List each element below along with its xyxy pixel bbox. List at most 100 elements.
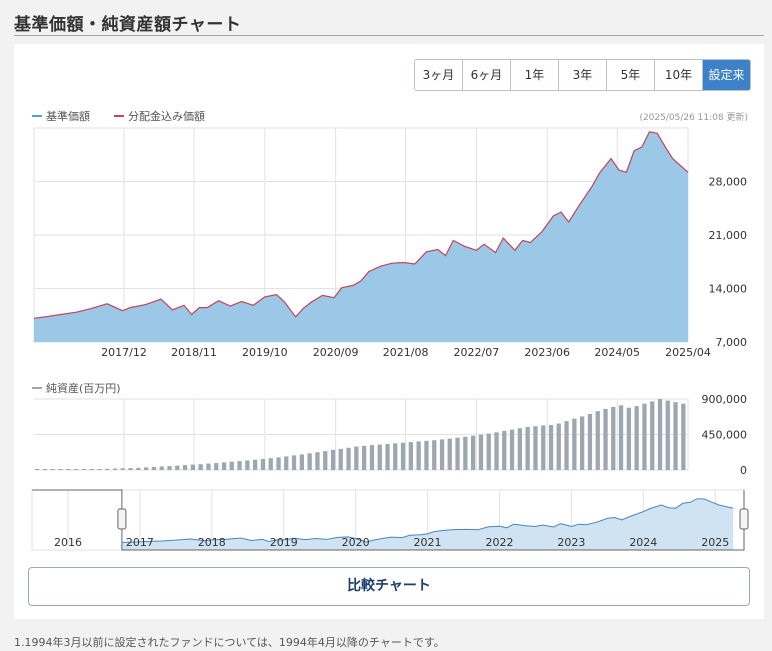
asset-bar bbox=[572, 418, 577, 470]
range-button-1[interactable]: 6ヶ月 bbox=[463, 60, 511, 90]
asset-chart-axes: 900,000 450,000 0 bbox=[702, 393, 748, 477]
asset-bar bbox=[89, 469, 94, 470]
asset-bar bbox=[494, 432, 499, 470]
asset-bar bbox=[385, 444, 390, 470]
asset-bar bbox=[206, 463, 211, 470]
asset-bar bbox=[564, 421, 569, 470]
asset-bar bbox=[42, 469, 48, 470]
asset-bar bbox=[634, 406, 639, 470]
legend-nav-label[interactable]: 基準価額 bbox=[46, 109, 90, 123]
asset-bar bbox=[486, 433, 491, 470]
asset-bar bbox=[50, 469, 55, 470]
asset-bar bbox=[681, 403, 686, 470]
asset-bar bbox=[502, 430, 507, 470]
chart-svg: 基準価額 分配金込み価額 (2025/05/26 11:08 更新) 28,00… bbox=[31, 109, 749, 551]
navigator-xtick-label: 2016 bbox=[54, 536, 82, 549]
main-xtick-label: 2023/06 bbox=[524, 346, 570, 359]
range-selector: 3ヶ月 6ヶ月 1年 3年 5年 10年 設定来 bbox=[414, 59, 751, 91]
asset-bar bbox=[330, 449, 336, 470]
main-xtick-label: 2020/09 bbox=[313, 346, 359, 359]
asset-bar bbox=[198, 464, 203, 470]
main-ytick-label: 21,000 bbox=[709, 229, 748, 242]
asset-bar bbox=[136, 467, 141, 470]
asset-bar bbox=[284, 456, 289, 470]
navigator-selection-outline bbox=[32, 489, 745, 551]
asset-chart-grid bbox=[34, 398, 689, 471]
asset-bar bbox=[595, 411, 600, 470]
asset-ytick-label: 450,000 bbox=[702, 429, 748, 442]
asset-bar bbox=[182, 465, 188, 470]
asset-bar bbox=[400, 442, 406, 470]
asset-bar bbox=[315, 452, 320, 470]
range-button-2[interactable]: 1年 bbox=[511, 60, 559, 90]
navigator-plot[interactable] bbox=[32, 489, 749, 551]
asset-bar bbox=[393, 443, 398, 470]
asset-bar bbox=[268, 458, 273, 470]
asset-bar bbox=[81, 469, 86, 470]
updated-timestamp: (2025/05/26 11:08 更新) bbox=[639, 111, 748, 123]
asset-bar bbox=[580, 416, 585, 470]
asset-bar bbox=[673, 402, 678, 470]
navigator-xtick-label: 2024 bbox=[629, 536, 657, 549]
legend-reinvested-label[interactable]: 分配金込み価額 bbox=[128, 109, 205, 123]
range-button-5[interactable]: 10年 bbox=[655, 60, 703, 90]
asset-bar bbox=[167, 466, 172, 470]
navigator-xtick-label: 2025 bbox=[701, 536, 729, 549]
asset-bar bbox=[642, 403, 647, 470]
asset-bar bbox=[221, 462, 227, 470]
asset-bar bbox=[478, 434, 484, 470]
asset-bar bbox=[299, 454, 304, 470]
main-xtick-label: 2024/05 bbox=[594, 346, 640, 359]
range-button-3[interactable]: 3年 bbox=[559, 60, 607, 90]
asset-bar bbox=[245, 460, 250, 470]
asset-bar bbox=[346, 447, 351, 470]
asset-bar bbox=[35, 469, 40, 470]
asset-bar bbox=[377, 444, 382, 470]
asset-bar bbox=[120, 468, 125, 470]
asset-bar bbox=[509, 429, 515, 470]
navigator-line bbox=[121, 498, 734, 543]
asset-bar bbox=[214, 463, 219, 470]
asset-bar bbox=[455, 437, 460, 470]
asset-bar bbox=[424, 440, 429, 470]
navigator-handle-left[interactable] bbox=[117, 508, 127, 530]
asset-bar bbox=[307, 453, 312, 470]
asset-bar bbox=[260, 459, 266, 470]
asset-bar bbox=[276, 457, 281, 470]
range-button-4[interactable]: 5年 bbox=[607, 60, 655, 90]
asset-bar bbox=[66, 469, 71, 470]
asset-bar bbox=[97, 469, 102, 470]
compare-chart-button[interactable]: 比較チャート bbox=[28, 567, 750, 606]
asset-bar bbox=[439, 439, 445, 470]
navigator-xtick-label: 2023 bbox=[557, 536, 585, 549]
asset-bar bbox=[105, 468, 110, 470]
navigator-handle-right[interactable] bbox=[739, 508, 749, 530]
asset-bar bbox=[541, 425, 546, 470]
main-chart-plot bbox=[33, 131, 689, 342]
main-xtick-label: 2021/08 bbox=[383, 346, 429, 359]
asset-bar bbox=[548, 425, 554, 470]
asset-bar bbox=[533, 426, 538, 470]
reinvested-series-line bbox=[33, 131, 689, 319]
asset-bar bbox=[237, 461, 242, 470]
asset-bar bbox=[253, 459, 258, 470]
main-xtick-label: 2025/04 bbox=[665, 346, 711, 359]
asset-ytick-label: 0 bbox=[740, 464, 747, 477]
navigator-xtick-label: 2018 bbox=[198, 536, 226, 549]
asset-bar bbox=[369, 445, 375, 470]
navigator-xtick-label: 2022 bbox=[485, 536, 513, 549]
asset-bar bbox=[471, 435, 476, 470]
asset-bar bbox=[587, 414, 593, 470]
main-ytick-label: 28,000 bbox=[709, 176, 748, 189]
footnote: 1.1994年3月以前に設定されたファンドについては、1994年4月以降のチャー… bbox=[14, 636, 445, 649]
navigator-xtick-label: 2020 bbox=[342, 536, 370, 549]
asset-bar bbox=[657, 399, 663, 470]
asset-bar bbox=[525, 427, 530, 470]
asset-bar bbox=[611, 406, 616, 470]
range-button-0[interactable]: 3ヶ月 bbox=[415, 60, 463, 90]
range-button-6[interactable]: 設定来 bbox=[703, 60, 750, 90]
asset-bar bbox=[362, 445, 367, 470]
asset-bar bbox=[517, 428, 522, 470]
asset-bar bbox=[190, 464, 195, 470]
main-ytick-label: 7,000 bbox=[716, 336, 748, 349]
